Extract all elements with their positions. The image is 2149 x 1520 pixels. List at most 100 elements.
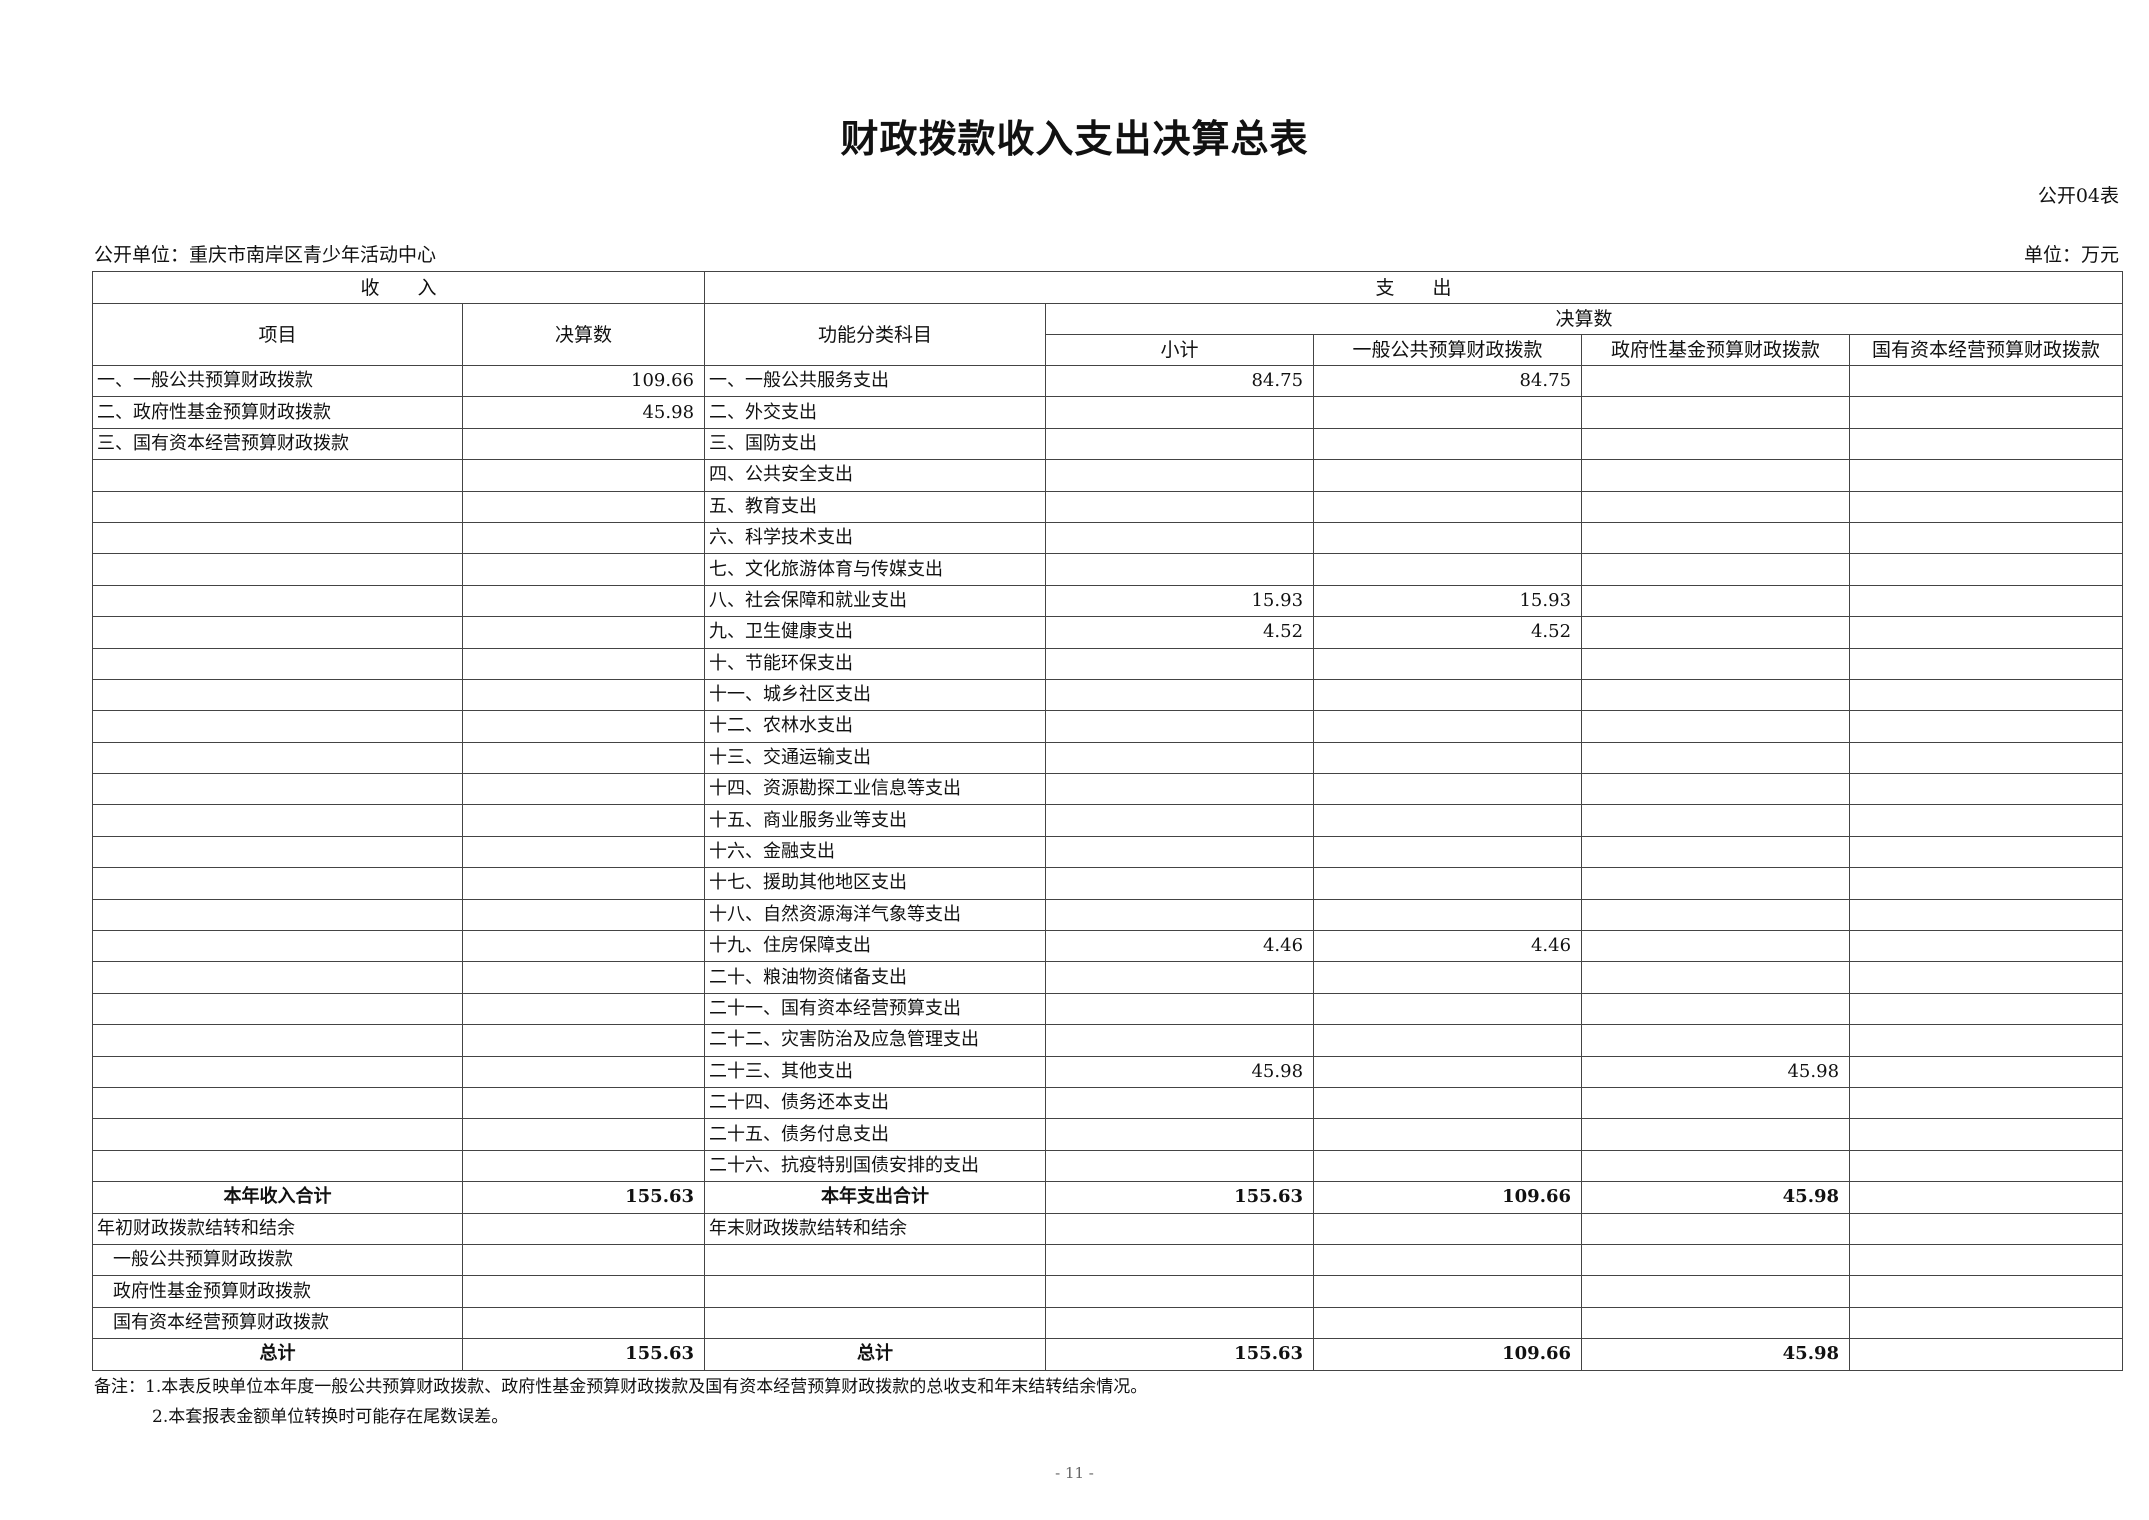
state-capital-cell: [1849, 835, 2124, 869]
expense-item-cell: 十九、住房保障支出: [704, 930, 1047, 963]
subtotal-cell: 4.52: [1045, 616, 1315, 649]
fund-budget-cell: [1581, 427, 1851, 461]
general-budget-cell: [1313, 490, 1583, 523]
income-item-cell: [92, 961, 463, 994]
fund-budget-cell: [1581, 867, 1851, 900]
income-item-cell: [92, 930, 463, 963]
table-row: 二十三、其他支出 45.98 45.98: [92, 1055, 2124, 1088]
subtotal-cell: [1045, 459, 1315, 492]
fund-budget-cell: [1581, 616, 1851, 649]
expense-item-cell: 十八、自然资源海洋气象等支出: [704, 898, 1047, 932]
subtotal-cell: [1045, 710, 1315, 743]
table-row: 二、政府性基金预算财政拨款 45.98 二、外交支出: [92, 396, 2124, 429]
income-amount-cell: [461, 427, 706, 461]
general-budget-cell: [1313, 773, 1583, 806]
income-amount-cell: [461, 898, 706, 932]
subtotal-cell: [1045, 490, 1315, 523]
state-capital-cell: [1849, 930, 2124, 963]
income-item-cell: 三、国有资本经营预算财政拨款: [92, 427, 463, 461]
fund-budget-cell: [1581, 804, 1851, 837]
state-capital-cell: [1849, 1024, 2124, 1057]
state-capital-header: 国有资本经营预算财政拨款: [1849, 334, 2124, 366]
expense-item-cell: 九、卫生健康支出: [704, 616, 1047, 649]
fund-budget-cell: [1581, 1024, 1851, 1057]
state-capital-cell: [1849, 364, 2124, 398]
fund-budget-cell: [1581, 521, 1851, 555]
expense-item-cell: 二十、粮油物资储备支出: [704, 961, 1047, 994]
general-budget-cell: [1313, 804, 1583, 837]
table-row: 一、一般公共预算财政拨款 109.66 一、一般公共服务支出 84.75 84.75: [92, 364, 2124, 398]
page-number: - 11 -: [1055, 1464, 1094, 1482]
final-amount-header: 决算数: [1045, 303, 2124, 335]
table-row: 四、公共安全支出: [92, 459, 2124, 492]
fund-budget-cell: [1581, 678, 1851, 712]
general-budget-cell: [1313, 867, 1583, 900]
general-budget-cell: 109.66: [1313, 1181, 1583, 1214]
expense-item-cell: 二十一、国有资本经营预算支出: [704, 992, 1047, 1026]
expense-item-cell: 三、国防支出: [704, 427, 1047, 461]
header-row-1: 收 入 支 出: [91, 271, 2124, 304]
table-row: 十六、金融支出: [92, 835, 2124, 869]
header-row-3: 小计 一般公共预算财政拨款 政府性基金预算财政拨款 国有资本经营预算财政拨款: [93, 334, 2124, 366]
income-item-cell: [92, 1024, 463, 1057]
subtotal-cell: [1045, 427, 1315, 461]
general-budget-cell: [1313, 741, 1583, 775]
fund-budget-cell: [1581, 1086, 1851, 1120]
general-budget-cell: [1313, 992, 1583, 1026]
expense-item-cell: 总计: [704, 1338, 1047, 1371]
expense-item-cell: 二十四、债务还本支出: [704, 1086, 1047, 1120]
state-capital-cell: [1849, 867, 2124, 900]
table-row: 七、文化旅游体育与传媒支出: [92, 553, 2124, 586]
subtotal-cell: [1045, 835, 1315, 869]
income-item-cell: 总计: [92, 1338, 463, 1371]
income-header: 收 入: [91, 271, 706, 304]
subtotal-cell: [1045, 647, 1315, 680]
expense-item-cell: 八、社会保障和就业支出: [704, 584, 1047, 618]
income-item-cell: 本年收入合计: [92, 1181, 463, 1214]
income-item-cell: 年初财政拨款结转和结余: [92, 1212, 463, 1245]
fund-budget-cell: [1581, 364, 1851, 398]
table-row: 十九、住房保障支出 4.46 4.46: [92, 930, 2124, 963]
income-item-cell: [92, 773, 463, 806]
subtotal-cell: [1045, 521, 1315, 555]
income-item-cell: 一般公共预算财政拨款: [92, 1243, 463, 1277]
subtotal-cell: [1045, 678, 1315, 712]
general-budget-cell: [1313, 835, 1583, 869]
fund-budget-cell: [1581, 898, 1851, 932]
table-row: 六、科学技术支出: [92, 521, 2124, 555]
income-amount-cell: [461, 521, 706, 555]
table-number: 公开04表: [2037, 185, 2119, 207]
expense-item-cell: 十、节能环保支出: [704, 647, 1047, 680]
table-row: 十二、农林水支出: [92, 710, 2124, 743]
fund-budget-cell: [1581, 741, 1851, 775]
subtotal-cell: [1045, 961, 1315, 994]
general-budget-header: 一般公共预算财政拨款: [1313, 334, 1583, 366]
income-amount-cell: [461, 490, 706, 523]
table-row: 二十、粮油物资储备支出: [92, 961, 2124, 994]
subtotal-cell: 4.46: [1045, 930, 1315, 963]
general-budget-cell: 4.52: [1313, 616, 1583, 649]
fund-budget-cell: [1581, 710, 1851, 743]
income-item-cell: [92, 741, 463, 775]
general-budget-cell: [1313, 1212, 1583, 1245]
fund-budget-cell: 45.98: [1581, 1181, 1851, 1214]
general-budget-cell: [1313, 961, 1583, 994]
expense-item-cell: 二十五、债务付息支出: [704, 1118, 1047, 1151]
income-amount-cell: [461, 1024, 706, 1057]
income-amount-cell: [461, 710, 706, 743]
income-amount-cell: [461, 992, 706, 1026]
fund-budget-cell: [1581, 961, 1851, 994]
subtotal-cell: [1045, 1243, 1315, 1277]
expense-item-cell: 二、外交支出: [704, 396, 1047, 429]
state-capital-cell: [1849, 584, 2124, 618]
state-capital-cell: [1849, 773, 2124, 806]
general-budget-cell: [1313, 898, 1583, 932]
subtotal-cell: [1045, 396, 1315, 429]
income-amount-cell: [461, 804, 706, 837]
subtotal-cell: [1045, 1086, 1315, 1120]
subtotal-cell: 155.63: [1045, 1181, 1315, 1214]
income-amount-cell: [461, 553, 706, 586]
income-amount-cell: 155.63: [461, 1181, 706, 1214]
table-row: 八、社会保障和就业支出 15.93 15.93: [92, 584, 2124, 618]
budget-table: 收 入 支 出 项目 决算数 功能分类科目 决算数 小计 一般公共预算财政拨款 …: [91, 271, 2124, 1371]
